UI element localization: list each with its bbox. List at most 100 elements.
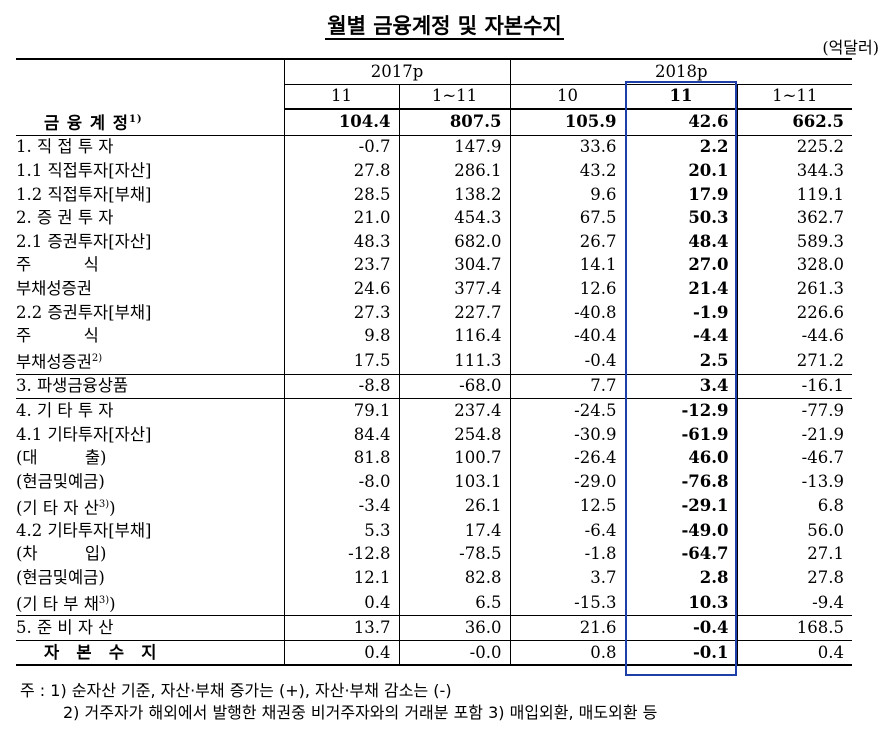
cell-value: -0.7 [284, 134, 400, 160]
cell-value: 9.8 [284, 324, 400, 349]
cell-value: 0.4 [737, 639, 852, 667]
cell-value: -78.5 [399, 542, 511, 567]
cell-value: 3.7 [510, 566, 626, 590]
table-row: 부채성증권2) 17.5 111.3 -0.4 2.5 271.2 [16, 348, 852, 375]
row-label: 2.2 증권투자[부채] [16, 300, 285, 325]
cell-value: -8.0 [284, 469, 400, 494]
cell-value: -6.4 [510, 519, 626, 543]
cell-value: 2.8 [625, 566, 738, 590]
table-row: 금 융 계 정1) 104.4 807.5 105.9 42.6 662.5 [16, 109, 852, 136]
cell-value: 261.3 [796, 279, 844, 299]
cell-value: -3.4 [284, 493, 400, 519]
cell-value: 50.3 [625, 206, 738, 231]
header-col: 11 [284, 84, 400, 111]
cell-value: 10.3 [625, 589, 738, 616]
row-label: (현금및예금) [16, 566, 285, 590]
row-label: 1. 직 접 투 자 [16, 134, 285, 160]
cell-value: -64.7 [625, 542, 738, 567]
cell-value: 36.0 [399, 615, 511, 641]
cell-value: -9.4 [812, 592, 844, 612]
cell-value: 147.9 [399, 134, 511, 160]
table-row: 자 본 수 지 0.4 -0.0 0.8 -0.1 0.4 [16, 639, 852, 667]
table-row: 1.2 직접투자[부채] 28.5 138.2 9.6 17.9 119.1 [16, 182, 852, 207]
cell-value: -40.4 [510, 324, 626, 349]
cell-value: 225.2 [737, 134, 852, 160]
cell-value: 48.3 [284, 230, 400, 254]
cell-value: 6.8 [817, 496, 844, 516]
table-row: 1.1 직접투자[자산] 27.8 286.1 43.2 20.1 344.3 [16, 159, 852, 183]
cell-value: 48.4 [625, 230, 738, 254]
cell-value: 12.1 [284, 566, 400, 590]
cell-value: 17.5 [284, 348, 400, 375]
table-row: (현금및예금) 12.1 82.8 3.7 2.8 27.8 [16, 566, 852, 590]
cell-value: 28.5 [284, 182, 400, 207]
cell-value: 100.7 [399, 446, 511, 470]
row-label: 2.1 증권투자[자산] [16, 230, 285, 254]
table-row: (현금및예금) -8.0 103.1 -29.0 -76.8 -13.9 [16, 469, 852, 494]
table-row: 5. 준 비 자 산 13.7 36.0 21.6 -0.4 168.5 [16, 615, 852, 641]
cell-value: 82.8 [399, 566, 511, 590]
table-row: 4. 기 타 투 자 79.1 237.4 -24.5 -12.9 -77.9 [16, 398, 852, 423]
table-row: 2.1 증권투자[자산] 48.3 682.0 26.7 48.4 589.3 [16, 230, 852, 254]
cell-value: 138.2 [399, 182, 511, 207]
cell-value: 662.5 [792, 112, 844, 132]
row-label: (기 타 부 채3)) [16, 589, 285, 616]
cell-value: 81.8 [284, 446, 400, 470]
row-label: 주 식 [16, 324, 285, 349]
table-row: 부채성증권 24.6 377.4 12.6 21.4 261.3 [16, 277, 852, 301]
row-label: 4.2 기타투자[부채] [16, 519, 285, 543]
table-row: (기 타 자 산3)) -3.4 26.1 12.5 -29.1 6.8 [16, 493, 852, 519]
table-row: 4.1 기타투자[자산] 84.4 254.8 -30.9 -61.9 -21.9 [16, 422, 852, 447]
cell-value: 27.3 [284, 300, 400, 325]
table-row: 1. 직 접 투 자 -0.7 147.9 33.6 2.2 225.2 [16, 134, 852, 160]
cell-value: 226.6 [796, 302, 844, 322]
cell-value: 20.1 [625, 159, 738, 183]
unit-label: (억달러) [822, 38, 879, 57]
row-label: (차 입) [16, 542, 285, 567]
cell-value: 12.5 [510, 493, 626, 519]
table-row: 주 식 23.7 304.7 14.1 27.0 328.0 [16, 253, 852, 278]
table-row: (기 타 부 채3)) 0.4 6.5 -15.3 10.3 -9.4 [16, 589, 852, 616]
row-label: 4.1 기타투자[자산] [16, 422, 285, 447]
row-label: 2. 증 권 투 자 [16, 206, 285, 231]
cell-value: 33.6 [510, 134, 626, 160]
cell-value: 119.1 [796, 184, 844, 204]
header-2017: 2017p [284, 57, 511, 85]
cell-value: -0.1 [625, 639, 738, 667]
row-label: (기 타 자 산3)) [16, 493, 285, 519]
cell-value: 7.7 [510, 373, 626, 399]
cell-value: 21.6 [510, 615, 626, 641]
cell-value: 42.6 [625, 109, 738, 136]
cell-value: 227.7 [399, 300, 511, 325]
header-col: 1~11 [737, 84, 852, 111]
cell-value: 2.5 [625, 348, 738, 375]
row-label: 자 본 수 지 [16, 639, 285, 667]
row-label: (대 출) [16, 446, 285, 470]
cell-value: 5.3 [284, 519, 400, 543]
cell-value: 21.0 [284, 206, 400, 231]
cell-value: 0.4 [284, 639, 400, 667]
cell-value: 0.8 [510, 639, 626, 667]
cell-value: 79.1 [284, 398, 400, 423]
cell-value: 286.1 [399, 159, 511, 183]
table-row: (대 출) 81.8 100.7 -26.4 46.0 -46.7 [16, 446, 852, 470]
cell-value: -46.7 [801, 448, 844, 468]
table-row: 3. 파생금융상품 -8.8 -68.0 7.7 3.4 -16.1 [16, 373, 852, 399]
header-col: 10 [510, 84, 626, 111]
header-col: 11 [625, 84, 738, 111]
cell-value: -4.4 [625, 324, 738, 349]
cell-value: 0.4 [284, 589, 400, 616]
cell-value: 111.3 [399, 348, 511, 375]
table-row: 2. 증 권 투 자 21.0 454.3 67.5 50.3 362.7 [16, 206, 852, 231]
cell-value: 116.4 [399, 324, 511, 349]
row-label: 주 식 [16, 253, 285, 278]
cell-value: 2.2 [625, 134, 738, 160]
cell-value: -15.3 [510, 589, 626, 616]
cell-value: 17.9 [625, 182, 738, 207]
cell-value: -76.8 [625, 469, 738, 494]
row-label: 1.2 직접투자[부채] [16, 182, 285, 207]
row-label: 금 융 계 정1) [16, 109, 285, 136]
cell-value: 24.6 [284, 277, 400, 301]
table-row: 4.2 기타투자[부채] 5.3 17.4 -6.4 -49.0 56.0 [16, 519, 852, 543]
cell-value: 21.4 [625, 277, 738, 301]
